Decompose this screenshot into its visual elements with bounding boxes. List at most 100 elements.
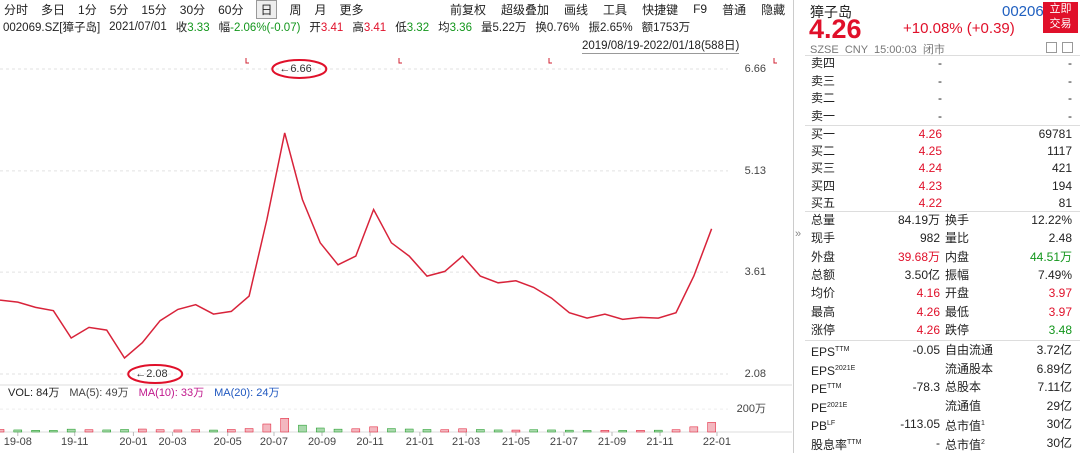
order-volume: - [1068,73,1072,88]
row-label: 外盘 [811,249,836,264]
volume-bar [547,429,556,433]
panel-row: 现手 982 量比 2.48 [805,229,1077,247]
volume-bar [209,429,218,433]
panel-row: 股息率TTM - 总市值2 30亿 [805,434,1077,453]
collapse-arrow[interactable]: » [795,228,802,240]
panel-row: 买五 4.22 81 [805,195,1077,212]
icon[interactable] [1062,42,1073,53]
icon[interactable] [1046,42,1057,53]
info-item: 2021/07/01 [109,21,167,33]
info-value: 5.22万 [492,22,527,34]
x-tick-label: 20-11 [356,436,383,448]
separator [805,211,1080,212]
period-tab[interactable]: 5分 [109,2,129,17]
period-tab[interactable]: 1分 [78,2,97,17]
row-label: PE2021E [811,400,848,415]
x-tick-label: 21-09 [598,436,626,448]
period-tab[interactable]: 更多 [339,2,364,17]
annotation: ←6.66 [279,63,311,75]
tool-button[interactable]: 快捷键 [642,2,679,17]
tool-button[interactable]: 前复权 [450,2,487,17]
info-item: 均3.36 [438,19,472,35]
volume-bar [155,429,165,433]
info-item: 振2.65% [588,19,632,35]
row-label: 流通值 [945,398,982,413]
volume-bar [0,429,5,433]
period-tab[interactable]: 15分 [141,2,167,17]
period-tab[interactable]: 30分 [179,2,206,17]
period-tab[interactable]: 月 [314,2,327,17]
last-price: 4.26 [809,14,862,44]
x-tick-label: 21-01 [406,436,434,448]
info-value: 3.41 [363,22,387,34]
row-label-sup: TTM [847,438,862,446]
order-volume: - [1068,56,1072,70]
tool-button[interactable]: 隐藏 [761,2,786,17]
volume-legend: MA(10): 33万 [139,387,204,399]
trade-button[interactable]: 立即 交易 [1043,2,1078,33]
volume-bar [191,429,200,433]
order-price: 4.26 [918,127,942,141]
volume-bar [49,430,58,433]
order-price: - [938,73,942,88]
info-value: 3.32 [406,22,430,34]
row-value: 6.89亿 [1036,361,1072,376]
period-tab[interactable]: 周 [289,2,302,17]
x-tick-label: 19-08 [4,436,32,448]
volume-bar [404,428,414,433]
row-label: 内盘 [945,249,970,264]
period-tab[interactable]: 60分 [218,2,244,17]
row-label: 股息率TTM [811,437,862,452]
volume-bar [529,429,538,433]
period-tab[interactable]: 日 [256,0,277,19]
tool-button[interactable]: 普通 [722,2,747,17]
button-text: 立即 [1049,3,1072,15]
event-flag [398,58,402,64]
x-tick-label: 20-07 [260,436,288,448]
info-label: 高 [352,22,364,34]
panel-row: EPS2021E 流通股本 6.89亿 [805,360,1077,379]
info-label: 低 [395,22,407,34]
row-value: 30亿 [1046,435,1072,450]
panel-row: PE2021E 流通值 29亿 [805,397,1077,416]
volume-bar [120,429,129,433]
event-flag [773,58,777,64]
annotation-ring [127,364,184,385]
panel-row: EPSTTM -0.05 自由流通 3.72亿 [805,341,1077,360]
range-label: 2019/08/19-2022/01/18(588日) [582,37,740,54]
volume-bar [280,418,289,433]
row-label: 量比 [945,231,970,246]
volume-bar [84,429,94,433]
row-value: 39.68万 [897,249,940,264]
info-label: 振 [588,22,600,34]
tool-button[interactable]: F9 [693,2,708,16]
row-label: 买三 [811,161,836,176]
row-value: 2.48 [1048,231,1072,246]
info-item: 高3.41 [352,19,386,35]
chart: 2.08 3.61 5.13 6.66 19-08 19-11 20-01 20-03 20-0… [0,58,792,448]
panel-row: PETTM -78.3 总股本 7.11亿 [805,378,1077,397]
panel-row: 买一 4.26 69781 [805,126,1077,143]
period-tab[interactable]: 多日 [41,2,66,17]
order-price: - [938,108,942,123]
row-label-sup: 2 [981,438,985,446]
annotation: ←2.08 [135,368,167,380]
tool-bar: 前复权 超级叠加 画线 工具 快捷键 F9 普通 隐藏 [450,0,785,18]
info-item: 幅-2.06%(-0.07) [219,19,301,35]
volume-bar [689,426,699,433]
tool-button[interactable]: 工具 [603,2,628,17]
volume-legend: MA(20): 24万 [214,387,279,399]
tool-button[interactable]: 画线 [564,2,589,17]
x-tick-label: 21-07 [550,436,578,448]
row-label: 卖二 [811,91,836,105]
order-volume: 69781 [1038,127,1072,141]
order-price: 4.25 [918,144,942,159]
tool-button[interactable]: 超级叠加 [501,2,550,17]
panel-row: 均价 4.16 开盘 3.97 [805,284,1077,302]
period-tab[interactable]: 分时 [4,2,29,17]
row-label: 总市值1 [945,419,985,433]
volume-bar [262,423,272,433]
row-value: 30亿 [1046,417,1072,431]
panel-row: 买四 4.23 194 [805,178,1077,195]
